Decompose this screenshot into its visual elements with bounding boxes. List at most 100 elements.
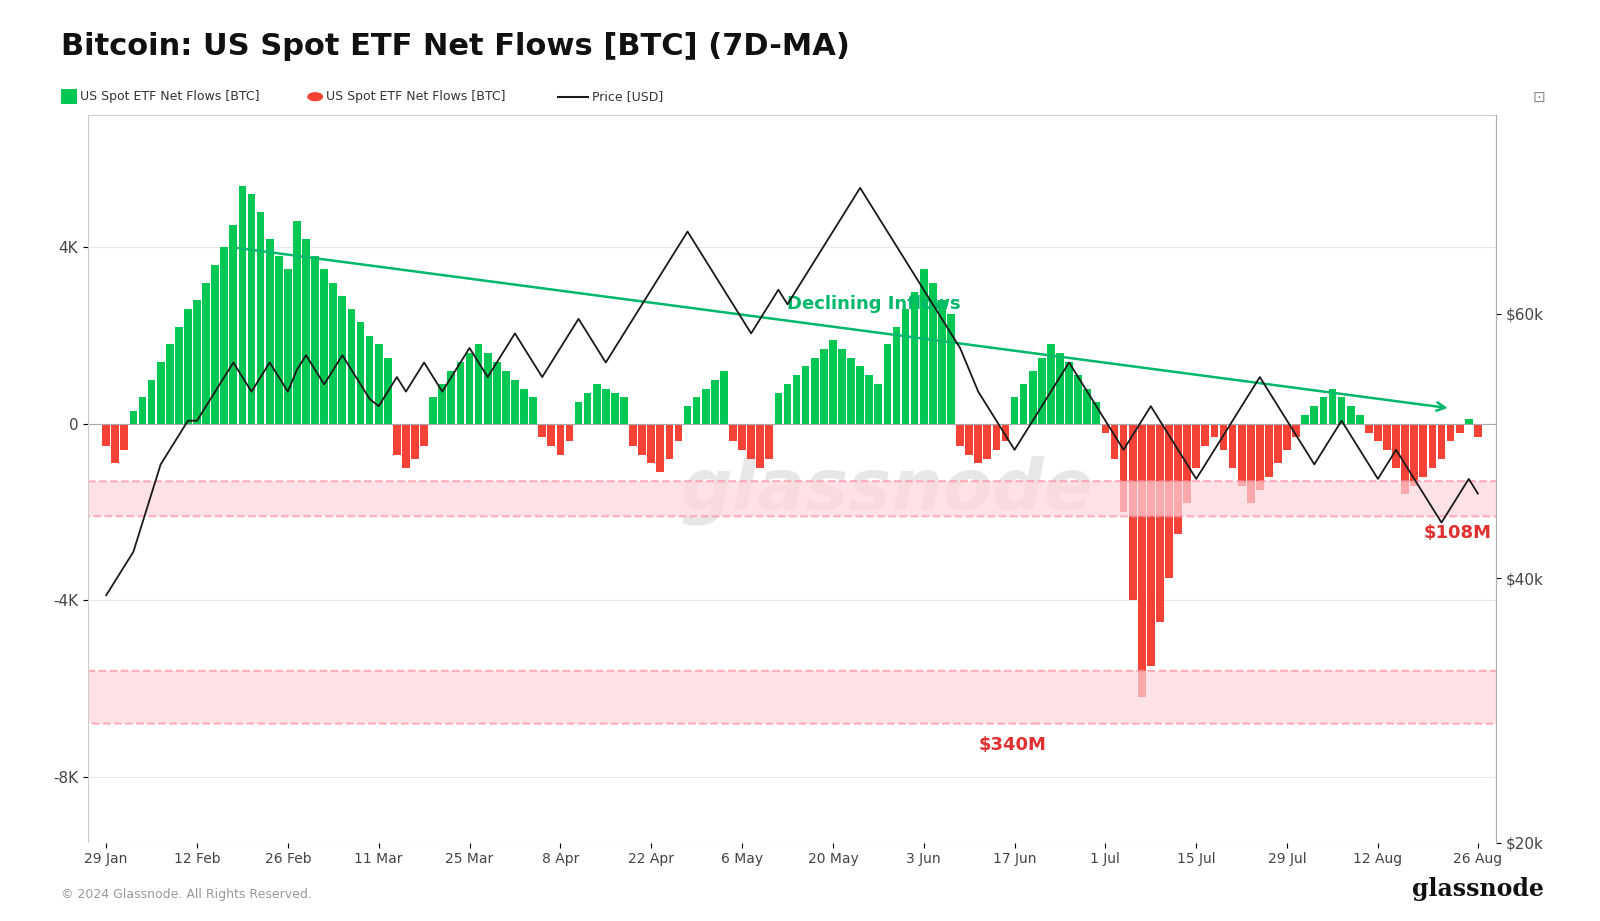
Bar (1283, 424, 1291, 450)
Bar (910, 292, 918, 424)
Bar (1419, 424, 1427, 477)
Bar (1211, 424, 1218, 437)
Bar (1219, 424, 1227, 450)
Bar (293, 221, 301, 424)
Bar (1184, 424, 1190, 503)
Bar (720, 371, 728, 424)
Ellipse shape (0, 670, 1600, 724)
Text: Price [USD]: Price [USD] (592, 90, 664, 103)
Bar (838, 349, 846, 424)
Text: Bitcoin: US Spot ETF Net Flows [BTC] (7D-MA): Bitcoin: US Spot ETF Net Flows [BTC] (7D… (61, 32, 850, 61)
Bar (139, 397, 146, 424)
Bar (802, 367, 810, 424)
Bar (1029, 371, 1037, 424)
Bar (357, 322, 365, 424)
Bar (1192, 424, 1200, 468)
Bar (584, 393, 592, 424)
Bar (1174, 424, 1182, 534)
Text: Declining Inflows: Declining Inflows (787, 295, 962, 313)
Text: US Spot ETF Net Flows [BTC]: US Spot ETF Net Flows [BTC] (326, 90, 506, 103)
Bar (730, 424, 738, 441)
Bar (157, 362, 165, 424)
Bar (1256, 424, 1264, 490)
Bar (846, 357, 854, 424)
Bar (638, 424, 646, 455)
Bar (1229, 424, 1237, 468)
Bar (493, 362, 501, 424)
Bar (666, 424, 674, 459)
Bar (384, 357, 392, 424)
Bar (1246, 424, 1254, 503)
Bar (229, 226, 237, 424)
Bar (547, 424, 555, 446)
Bar (1138, 424, 1146, 697)
Bar (1355, 415, 1363, 424)
Bar (1266, 424, 1272, 477)
Bar (1074, 375, 1082, 424)
Bar (456, 362, 464, 424)
Bar (421, 424, 427, 446)
Bar (621, 397, 627, 424)
Bar (947, 313, 955, 424)
Bar (774, 393, 782, 424)
Bar (819, 349, 827, 424)
Bar (1438, 424, 1445, 459)
Bar (166, 344, 174, 424)
Bar (147, 379, 155, 424)
Bar (394, 424, 400, 455)
Bar (202, 283, 210, 424)
Bar (683, 406, 691, 424)
Bar (510, 379, 518, 424)
Bar (1365, 424, 1373, 433)
Bar (1374, 424, 1382, 441)
Bar (648, 424, 654, 463)
Bar (930, 283, 936, 424)
Bar (438, 384, 446, 424)
Bar (1157, 424, 1163, 623)
Text: ⊡: ⊡ (1533, 90, 1546, 105)
Bar (1474, 424, 1482, 437)
Bar (656, 424, 664, 472)
Bar (1019, 384, 1027, 424)
Bar (992, 424, 1000, 450)
Bar (1056, 354, 1064, 424)
Bar (520, 389, 528, 424)
Bar (1446, 424, 1454, 441)
Bar (174, 327, 182, 424)
Bar (1238, 424, 1245, 485)
Bar (1066, 362, 1074, 424)
Bar (856, 367, 864, 424)
Bar (320, 270, 328, 424)
Bar (866, 375, 874, 424)
Bar (594, 384, 600, 424)
Text: $340M: $340M (978, 736, 1046, 754)
Bar (602, 389, 610, 424)
Bar (1402, 424, 1410, 495)
Bar (1274, 424, 1282, 463)
Bar (1046, 344, 1054, 424)
Bar (475, 344, 483, 424)
Bar (194, 300, 202, 424)
Bar (256, 212, 264, 424)
Bar (984, 424, 990, 459)
Bar (502, 371, 510, 424)
Bar (1320, 397, 1328, 424)
Bar (112, 424, 118, 463)
Bar (938, 300, 946, 424)
Bar (248, 194, 256, 424)
Bar (283, 270, 291, 424)
Bar (710, 379, 718, 424)
Bar (330, 283, 338, 424)
Bar (784, 384, 792, 424)
Bar (902, 309, 909, 424)
Bar (883, 344, 891, 424)
Bar (765, 424, 773, 459)
Bar (275, 256, 283, 424)
Bar (448, 371, 456, 424)
Bar (811, 357, 819, 424)
Bar (565, 424, 573, 441)
Text: US Spot ETF Net Flows [BTC]: US Spot ETF Net Flows [BTC] (80, 90, 259, 103)
Bar (312, 256, 318, 424)
Bar (302, 239, 310, 424)
Bar (1293, 424, 1301, 437)
